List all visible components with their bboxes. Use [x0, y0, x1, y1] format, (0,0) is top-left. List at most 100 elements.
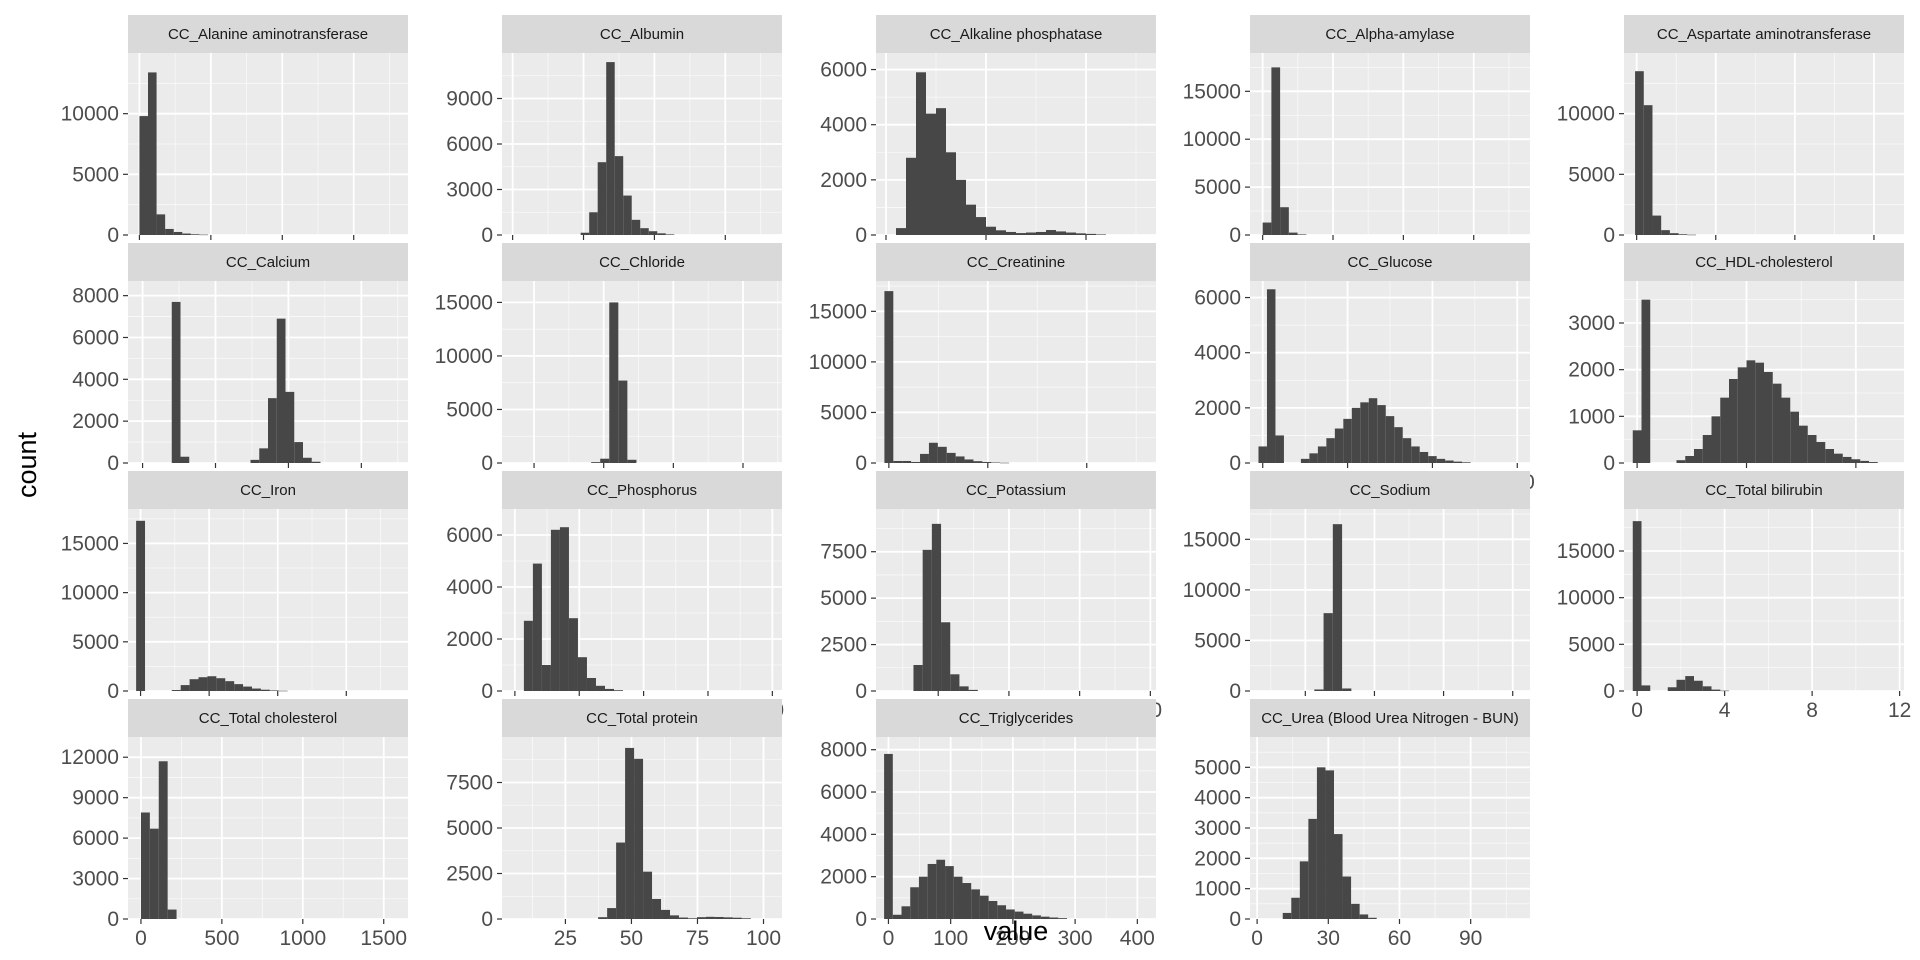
histogram-bar — [550, 529, 560, 691]
histogram-bar — [1799, 425, 1808, 463]
histogram-bar — [1772, 383, 1782, 463]
histogram-bar — [1266, 289, 1276, 463]
x-tick-label: 100 — [746, 927, 781, 950]
histogram-bar — [1359, 914, 1369, 919]
x-tick-label: 1500 — [360, 927, 407, 950]
histogram-bar — [1309, 453, 1318, 463]
histogram-bar — [1280, 207, 1289, 235]
panel-background — [876, 281, 1156, 463]
histogram-bar — [1299, 861, 1309, 919]
y-tick-label: 5000 — [820, 587, 867, 610]
histogram-bar — [946, 152, 956, 235]
histogram-bar — [1334, 428, 1344, 463]
histogram-bar — [1807, 435, 1817, 463]
x-tick-label: 400 — [1120, 927, 1155, 950]
histogram-bar — [962, 883, 972, 919]
histogram-bar — [1014, 911, 1024, 919]
strip-background — [128, 243, 408, 281]
histogram-bar — [1402, 438, 1412, 463]
histogram-bar — [931, 523, 942, 691]
histogram-bar — [1308, 818, 1317, 919]
histogram-bar — [910, 887, 919, 919]
histogram-bar — [1351, 407, 1361, 463]
histogram-bar — [276, 318, 286, 463]
y-tick-label: 0 — [481, 680, 493, 703]
histogram-bar — [1262, 222, 1272, 235]
strip-background — [1250, 699, 1530, 737]
histogram-bar — [643, 871, 653, 919]
histogram-bar — [591, 462, 601, 463]
histogram-bar — [149, 828, 159, 919]
strip-background — [502, 699, 782, 737]
histogram-bar — [1842, 456, 1852, 463]
histogram-bar — [892, 914, 902, 919]
histogram-bar — [243, 686, 252, 691]
histogram-bar — [606, 62, 615, 235]
y-tick-label: 5000 — [1194, 176, 1241, 199]
histogram-bar — [1023, 913, 1033, 919]
histogram-bar — [1342, 688, 1352, 691]
x-tick-label: 25 — [554, 927, 577, 950]
histogram-bar — [979, 895, 989, 919]
histogram-bar — [1462, 462, 1471, 463]
x-tick-label: 4 — [1719, 699, 1731, 722]
histogram-bar — [158, 761, 168, 919]
panel-chloride: CC_Chloride50100150200050001000015000 — [435, 243, 782, 494]
x-tick-label: 50 — [620, 927, 643, 950]
histogram-bar — [1834, 453, 1843, 463]
histogram-bar — [1291, 897, 1300, 919]
histogram-bar — [631, 219, 641, 235]
y-tick-label: 0 — [481, 908, 493, 931]
histogram-bar — [1096, 234, 1106, 235]
y-tick-label: 12000 — [61, 746, 119, 769]
histogram-bar — [1066, 232, 1076, 235]
histogram-bar — [1436, 458, 1446, 463]
y-tick-label: 6000 — [72, 827, 119, 850]
histogram-bar — [1377, 405, 1386, 463]
histogram-bar — [1661, 230, 1670, 235]
histogram-bar — [991, 462, 1001, 463]
histogram-bar — [936, 108, 946, 235]
strip-label: CC_Alpha-amylase — [1325, 26, 1454, 43]
y-axis-title: count — [12, 431, 42, 498]
strip-label: CC_Aspartate aminotransferase — [1657, 26, 1871, 43]
strip-label: CC_HDL-cholesterol — [1695, 254, 1833, 271]
y-tick-label: 0 — [1229, 224, 1241, 247]
histogram-bar — [1334, 834, 1343, 919]
histogram-bar — [1737, 367, 1747, 463]
histogram-bar — [1056, 231, 1066, 235]
y-tick-label: 10000 — [1183, 128, 1241, 151]
histogram-bar — [1685, 456, 1694, 463]
panel-background — [502, 509, 782, 691]
strip-label: CC_Urea (Blood Urea Nitrogen - BUN) — [1261, 710, 1519, 727]
x-tick-label: 500 — [204, 927, 239, 950]
y-tick-label: 5000 — [820, 401, 867, 424]
panel-potassium: CC_Potassium51015200250050007500 — [820, 471, 1162, 722]
y-tick-label: 2000 — [72, 410, 119, 433]
histogram-bar — [311, 461, 321, 463]
histogram-bar — [618, 380, 628, 463]
panel-total-cholesterol: CC_Total cholesterol 0 500 1000 1500 0 3000 600… — [61, 699, 408, 950]
y-tick-label: 6000 — [446, 133, 493, 156]
histogram-bar — [1086, 233, 1096, 235]
y-tick-label: 1000 — [1194, 878, 1241, 901]
histogram-bar — [1764, 372, 1773, 463]
histogram-bar — [1702, 686, 1712, 691]
y-tick-label: 3000 — [446, 179, 493, 202]
y-tick-label: 10000 — [1557, 587, 1615, 610]
y-tick-label: 5000 — [1194, 756, 1241, 779]
y-tick-label: 7500 — [820, 541, 867, 564]
histogram-bar — [225, 681, 235, 691]
histogram-bar — [294, 442, 303, 463]
histogram-bar — [1687, 234, 1696, 236]
histogram-bar — [598, 917, 608, 919]
strip-label: CC_Chloride — [599, 254, 685, 271]
histogram-bar — [1317, 446, 1327, 463]
histogram-bar — [996, 230, 1006, 235]
y-tick-label: 7500 — [446, 772, 493, 795]
strip-label: CC_Albumin — [600, 26, 684, 43]
histogram-bar — [1825, 449, 1834, 463]
y-tick-label: 0 — [855, 680, 867, 703]
strip-background — [502, 471, 782, 509]
histogram-bar — [976, 217, 986, 235]
